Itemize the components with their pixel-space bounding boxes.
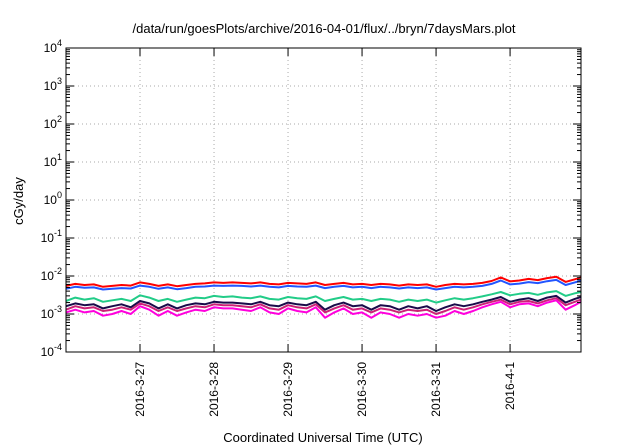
x-tick-label: 2016-4-1 — [503, 362, 517, 410]
y-tick-label: 10-3 — [41, 304, 62, 321]
ticks: 10-4 10-3 10-2 10-1 100 101 102 103 104 2016-3-27… — [41, 38, 581, 417]
x-tick-label: 2016-3-29 — [281, 362, 295, 417]
y-axis-label: cGy/day — [11, 177, 26, 225]
x-tick-label: 2016-3-28 — [207, 362, 221, 417]
series-line-2 — [65, 278, 582, 291]
y-tick-label: 104 — [44, 38, 62, 55]
x-tick-label: 2016-3-27 — [133, 362, 147, 417]
y-tick-label: 102 — [44, 114, 62, 131]
x-axis-label: Coordinated Universal Time (UTC) — [223, 430, 422, 445]
x-tick-label: 2016-3-30 — [355, 362, 369, 417]
series-line-6 — [65, 299, 582, 319]
y-tick-label: 10-1 — [41, 228, 62, 245]
y-tick-label: 10-4 — [41, 342, 62, 359]
y-tick-label: 10-2 — [41, 266, 62, 283]
series-line-5 — [65, 297, 582, 315]
series-group — [65, 275, 582, 319]
x-tick-label: 2016-3-31 — [429, 362, 443, 417]
y-tick-label: 103 — [44, 76, 62, 93]
series-line-1 — [65, 275, 582, 288]
series-line-3 — [65, 290, 582, 304]
chart-title: /data/run/goesPlots/archive/2016-04-01/f… — [133, 21, 516, 36]
y-tick-label: 100 — [44, 190, 62, 207]
y-tick-label: 101 — [44, 152, 62, 169]
series-line-4 — [65, 294, 582, 312]
grid — [66, 48, 581, 352]
